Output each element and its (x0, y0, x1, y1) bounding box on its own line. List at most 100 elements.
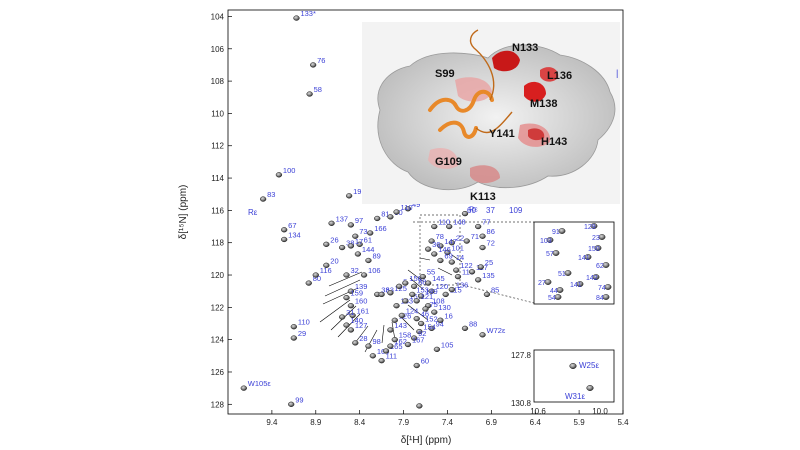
peak-marker (369, 353, 376, 359)
peak-marker (483, 291, 491, 298)
peak-marker (338, 244, 346, 251)
x-tick-label: 7.4 (442, 418, 454, 427)
peak-marker (404, 341, 412, 348)
peak-label: 26 (330, 235, 338, 244)
x-tick-label: 8.4 (354, 418, 366, 427)
peak-marker (360, 272, 368, 278)
peak-marker (454, 273, 462, 280)
y-tick-label: 118 (211, 239, 224, 248)
peak-marker (309, 62, 317, 68)
peak-marker (422, 306, 429, 312)
peak-marker (479, 244, 486, 251)
peak-marker (343, 294, 350, 301)
peak-label: 33 (381, 285, 389, 294)
peak-label: 76 (317, 56, 325, 65)
peak-marker (396, 283, 403, 289)
peak-label: 140 (351, 316, 364, 325)
peak-marker (428, 288, 435, 294)
peak-label: 108 (432, 297, 445, 306)
peak-marker (387, 290, 394, 296)
peak-label: W72ε (487, 326, 506, 335)
label-37-top: 37 (486, 206, 495, 215)
peak-marker (347, 243, 355, 249)
zoom-peak-marker (554, 294, 562, 300)
peak-marker (365, 343, 372, 349)
peak-marker (433, 346, 441, 353)
peak-label: 152 (425, 315, 438, 324)
peak-marker (349, 312, 356, 319)
zoom-peak-label: 84 (596, 295, 604, 302)
peak-label: 100 (283, 166, 296, 175)
peak-label: 130 (438, 303, 451, 312)
trp-inset-x-right: 10.0 (592, 407, 608, 416)
peak-label: 81 (381, 209, 389, 218)
peak-label: 134 (288, 230, 301, 239)
peak-label: W105ε (248, 379, 272, 388)
peak-marker (391, 337, 398, 343)
peak-marker (479, 233, 486, 239)
zoom-peak-label: 141 (570, 282, 582, 289)
trp-peak-w25 (569, 363, 577, 369)
zoom-peak-marker (552, 250, 560, 256)
peak-label: 110 (298, 318, 310, 327)
x-tick-label: 9.4 (266, 418, 278, 427)
peak-marker (404, 206, 412, 212)
peak-marker (479, 332, 486, 338)
peak-marker (356, 241, 363, 247)
structure-labels: N133 S99 L136 M138 Y141 H143 G109 K113 (435, 42, 572, 203)
peak-marker (410, 283, 418, 289)
peak-label: 111 (386, 352, 397, 361)
zoom-peak-marker (604, 284, 612, 290)
trp-inset-x-left: 10.6 (530, 407, 546, 416)
zoom-peak-marker (594, 245, 602, 251)
peak-label: 36 (432, 240, 440, 249)
peak-marker (413, 362, 420, 369)
peak-label: 77 (482, 218, 490, 227)
peak-label: 118 (462, 268, 474, 277)
peak-marker (409, 291, 416, 298)
peak-label: 72 (487, 239, 495, 248)
label-l136: L136 (547, 70, 572, 82)
peak-marker (424, 246, 432, 252)
surface-patch-pink-1 (455, 77, 492, 102)
peak-label: 139 (355, 282, 368, 291)
peak-label: 38 (346, 239, 354, 248)
peak-marker (240, 385, 247, 391)
y-tick-label: 128 (211, 400, 225, 409)
x-axis-label: δ[¹H] (ppm) (401, 435, 452, 446)
peak-marker (281, 227, 288, 233)
y-tick-label: 112 (211, 142, 224, 151)
zoom-peak-marker (546, 237, 554, 243)
zoom-peak-marker (598, 234, 606, 240)
peak-label: 137 (336, 214, 349, 223)
x-tick-label: 5.4 (617, 418, 629, 427)
peak-marker (378, 358, 385, 364)
peak-label: 101 (451, 243, 464, 252)
peak-label: 60 (421, 357, 429, 366)
peak-label: 105 (441, 340, 454, 349)
peak-label: 145 (432, 274, 445, 283)
peak-label: 160 (355, 297, 368, 306)
trp-inset-y-top: 127.8 (511, 351, 532, 360)
peak-label: 99 (295, 395, 303, 404)
peak-marker (378, 291, 385, 298)
x-tick-label: 8.9 (310, 418, 322, 427)
peak-label: 98 (372, 337, 380, 346)
peak-marker (398, 312, 405, 319)
peak-label: 71 (471, 232, 479, 241)
peak-marker (293, 15, 300, 21)
helix-ribbon (428, 89, 494, 139)
peak-marker (431, 251, 438, 257)
y-tick-label: 124 (211, 336, 225, 345)
peak-label: 136 (456, 281, 469, 290)
label-y141: Y141 (489, 128, 515, 140)
peak-marker (442, 291, 449, 298)
peak-marker (413, 316, 420, 322)
peak-label: 28 (359, 334, 367, 343)
peak-label: 110 (438, 218, 450, 227)
peak-marker (352, 340, 359, 346)
peak-label: 88 (418, 277, 426, 286)
peak-label: 78 (436, 232, 444, 241)
peak-label: 156 (409, 274, 422, 283)
peak-label: Rε (469, 205, 478, 214)
